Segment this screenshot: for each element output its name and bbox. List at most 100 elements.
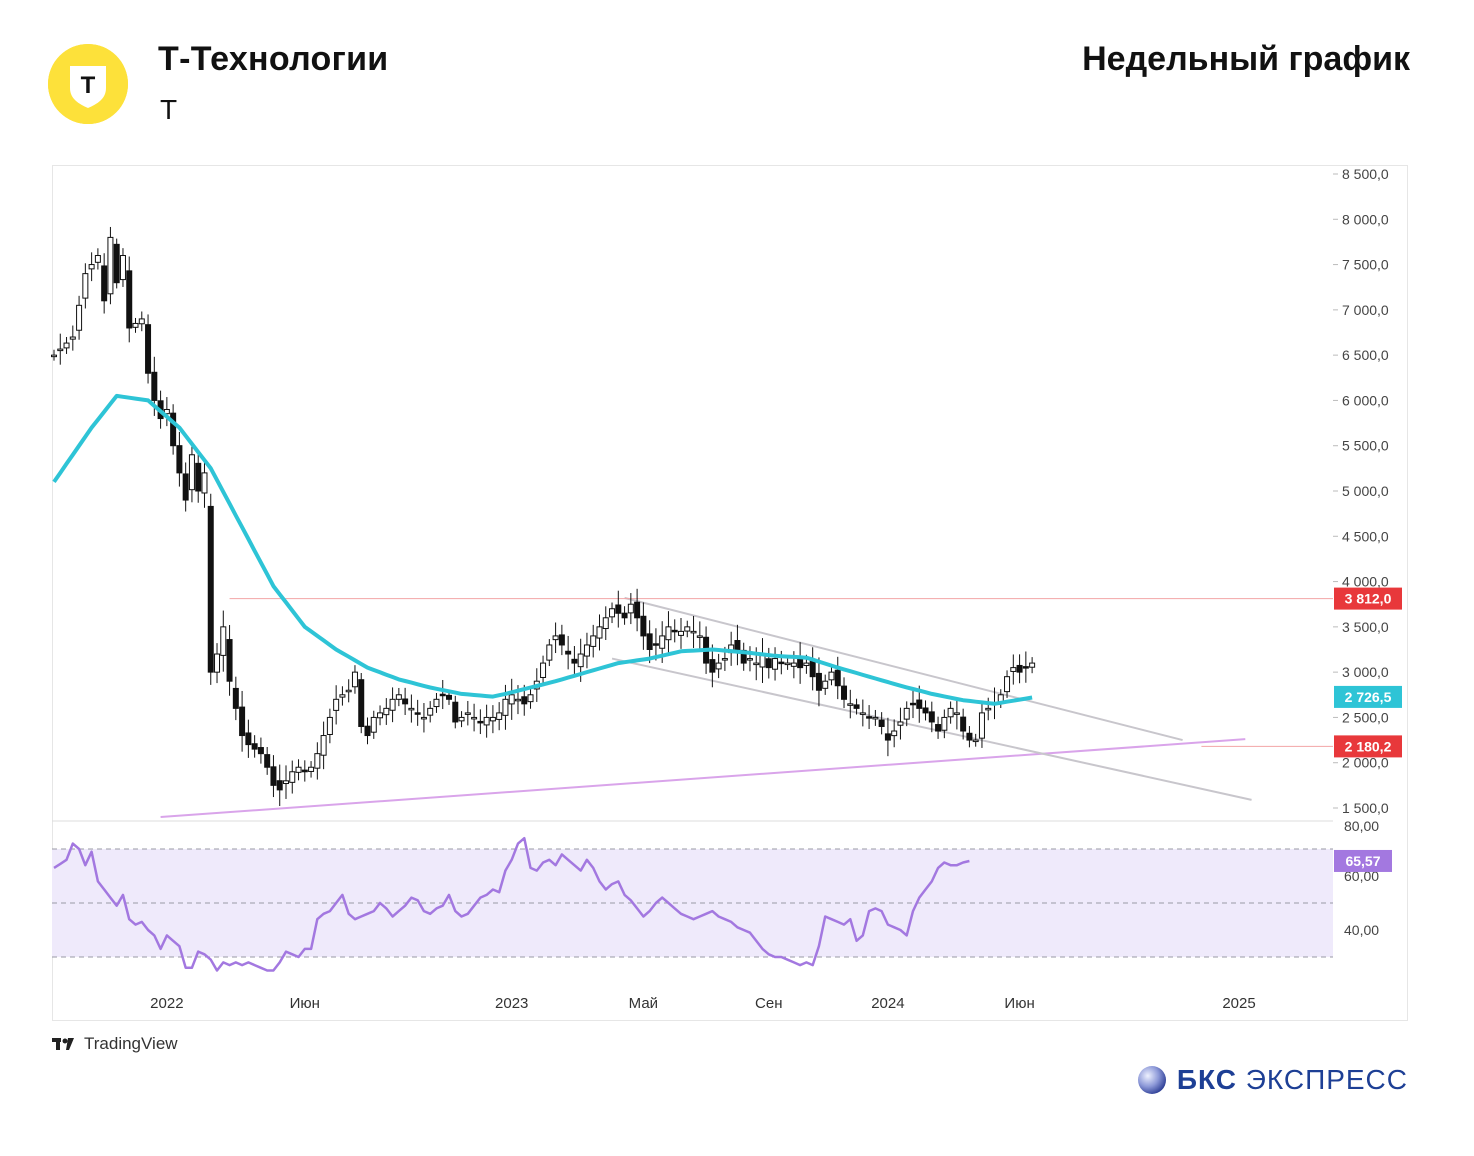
candle-body[interactable] <box>489 716 496 722</box>
candle-body[interactable] <box>891 730 898 737</box>
candle-body[interactable] <box>521 696 528 705</box>
candle-body[interactable] <box>145 324 152 374</box>
candle-body[interactable] <box>872 716 879 720</box>
candle-body[interactable] <box>471 716 478 720</box>
candle-body[interactable] <box>1010 667 1017 672</box>
candle-body[interactable] <box>182 473 189 501</box>
candle-body[interactable] <box>797 657 804 669</box>
candle-body[interactable] <box>690 630 697 634</box>
candle-body[interactable] <box>665 626 672 641</box>
candle-body[interactable] <box>63 342 70 349</box>
candle-body[interactable] <box>596 626 603 639</box>
candle-body[interactable] <box>646 633 653 650</box>
candle-body[interactable] <box>1004 676 1011 693</box>
candle-body[interactable] <box>678 630 684 636</box>
candle-body[interactable] <box>176 445 183 474</box>
candle-body[interactable] <box>621 612 628 619</box>
candle-body[interactable] <box>922 707 929 714</box>
candle-body[interactable] <box>577 653 584 668</box>
candle-body[interactable] <box>94 255 101 263</box>
candle-body[interactable] <box>540 662 547 678</box>
candle-body[interactable] <box>609 608 616 618</box>
candle-body[interactable] <box>828 671 835 681</box>
candle-body[interactable] <box>847 703 854 706</box>
candle-body[interactable] <box>483 716 490 726</box>
candle-body[interactable] <box>778 661 785 665</box>
candle-body[interactable] <box>132 322 139 328</box>
candle-body[interactable] <box>659 635 666 649</box>
candle-body[interactable] <box>953 712 960 715</box>
candle-body[interactable] <box>464 712 471 715</box>
candle-body[interactable] <box>427 707 434 716</box>
candle-body[interactable] <box>640 615 647 637</box>
candle-body[interactable] <box>358 679 365 727</box>
candle-body[interactable] <box>527 694 534 703</box>
candle-body[interactable] <box>301 769 308 773</box>
candle-body[interactable] <box>634 601 641 619</box>
candle-body[interactable] <box>947 707 954 718</box>
candle-body[interactable] <box>734 640 741 650</box>
candle-body[interactable] <box>270 766 277 786</box>
candle-body[interactable] <box>138 318 145 325</box>
candle-body[interactable] <box>126 270 133 329</box>
candle-body[interactable] <box>652 643 659 646</box>
candle-body[interactable] <box>1016 664 1023 673</box>
candle-body[interactable] <box>113 243 120 284</box>
candle-body[interactable] <box>264 754 271 768</box>
candle-body[interactable] <box>170 412 177 447</box>
candle-body[interactable] <box>326 716 333 735</box>
candle-body[interactable] <box>1029 662 1036 668</box>
candle-body[interactable] <box>377 712 384 719</box>
candle-body[interactable] <box>834 669 841 687</box>
candle-body[interactable] <box>295 766 302 773</box>
candle-body[interactable] <box>897 721 904 726</box>
candle-body[interactable] <box>276 780 283 791</box>
candle-body[interactable] <box>815 672 822 691</box>
candle-body[interactable] <box>195 462 202 492</box>
candle-body[interactable] <box>841 685 848 700</box>
candle-body[interactable] <box>514 698 521 702</box>
candle-body[interactable] <box>1022 666 1029 669</box>
candle-body[interactable] <box>866 716 873 719</box>
candle-body[interactable] <box>602 617 609 630</box>
candle-body[interactable] <box>420 716 427 720</box>
candle-body[interactable] <box>878 719 885 727</box>
candle-body[interactable] <box>928 711 935 723</box>
candle-body[interactable] <box>765 658 772 669</box>
candle-body[interactable] <box>859 712 866 715</box>
candle-body[interactable] <box>809 660 816 678</box>
candle-body[interactable] <box>966 732 973 741</box>
candle-body[interactable] <box>314 753 321 769</box>
candle-body[interactable] <box>251 743 258 750</box>
candle-body[interactable] <box>916 699 923 709</box>
candle-body[interactable] <box>753 662 760 666</box>
candle-body[interactable] <box>558 634 565 646</box>
candle-body[interactable] <box>239 706 246 737</box>
candle-body[interactable] <box>941 716 948 731</box>
candle-body[interactable] <box>101 265 108 302</box>
candle-body[interactable] <box>822 680 829 689</box>
candle-body[interactable] <box>803 662 810 666</box>
candle-body[interactable] <box>565 650 572 655</box>
candle-body[interactable] <box>627 603 634 614</box>
candle-body[interactable] <box>289 771 296 783</box>
candle-body[interactable] <box>364 725 371 737</box>
candle-body[interactable] <box>552 635 559 641</box>
candle-body[interactable] <box>345 689 352 693</box>
candle-body[interactable] <box>571 658 578 664</box>
candle-body[interactable] <box>402 698 409 705</box>
candle-body[interactable] <box>320 735 327 756</box>
candle-body[interactable] <box>546 644 553 661</box>
candle-body[interactable] <box>853 704 860 709</box>
candle-body[interactable] <box>715 662 722 670</box>
candle-body[interactable] <box>746 658 753 661</box>
candle-body[interactable] <box>282 780 289 785</box>
candle-body[interactable] <box>696 635 703 638</box>
candle-body[interactable] <box>188 454 195 491</box>
candle-body[interactable] <box>88 264 95 270</box>
candle-body[interactable] <box>151 371 158 401</box>
candle-body[interactable] <box>684 626 691 632</box>
candle-body[interactable] <box>972 739 979 743</box>
candle-body[interactable] <box>232 687 239 709</box>
